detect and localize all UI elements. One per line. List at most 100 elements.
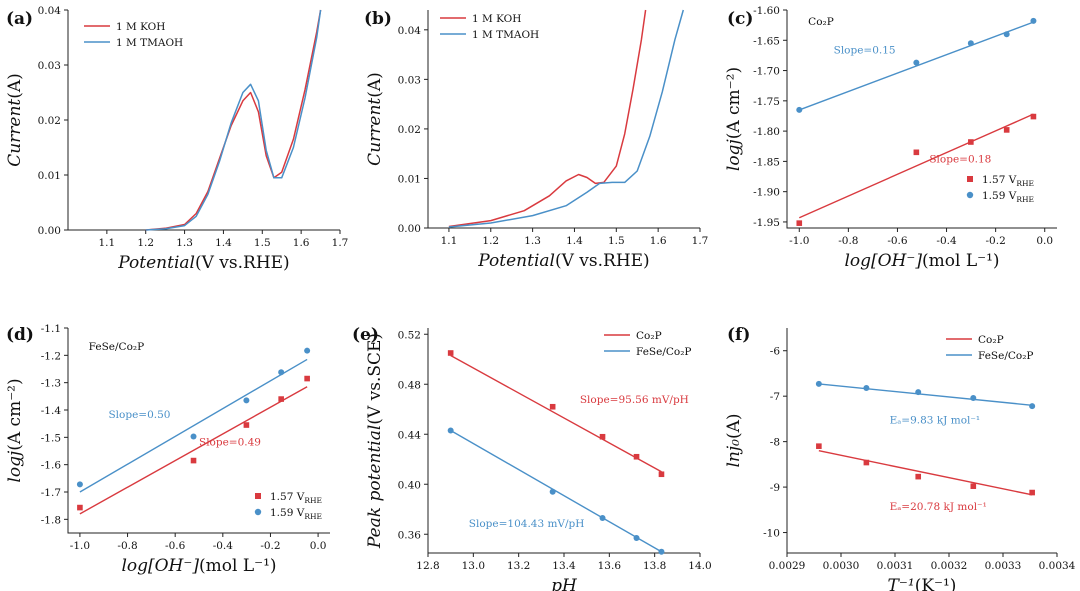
data-point-circle [447,427,454,434]
panel-e: (e) 12.8 13.0 13.2 13.4 13.6 13.8 14.0 0.36 0.40 0… [352,325,712,591]
slope-annotation: Slope=0.15 [834,45,896,57]
y-axis-title-variable: logj [724,139,744,172]
y-tick-label: 0.01 [398,173,421,185]
y-tick-label: 0.40 [398,479,421,491]
legend-swatch-circle [966,191,974,199]
y-tick-label: -1.85 [753,156,780,168]
slope-annotation: Slope=95.56 mV/pH [580,394,689,406]
legend-swatch-square [255,493,261,499]
legend-label: Co₂P [978,334,1004,346]
y-tick-label: -1.3 [41,378,61,390]
x-tick-label: 1.6 [293,237,310,249]
y-tick-label: 0.03 [38,60,61,72]
y-tick-label: -1.75 [753,96,780,108]
fit-line [79,358,308,493]
y-tick-label: -1.7 [41,487,61,499]
panel-b: (b) 1.1 1.2 1.3 1.4 1.5 1.6 1.7 0.00 0.01 0.02 0.03… [364,9,708,271]
y-tick-label: 0.03 [398,74,421,86]
data-point-circle [278,369,285,376]
y-tick-label: -1.95 [753,217,780,229]
legend-label-name: 1 M KOH [472,13,521,25]
slope-annotation: Eₐ=20.78 kJ mol⁻¹ [890,501,987,513]
y-axis-title-variable: logj [5,450,25,483]
slope-annotation: Slope=104.43 mV/pH [469,518,585,530]
y-tick-label: 0.52 [398,329,421,341]
x-axis-title: pH [551,576,578,591]
y-tick-label: -1.65 [753,35,780,47]
y-tick-label: 0.04 [398,25,422,37]
y-tick-label: 0.02 [398,124,421,136]
data-point-circle [190,433,197,440]
series-line [448,9,647,228]
y-tick-label: 0.04 [38,5,62,17]
data-point-square [816,443,822,449]
x-tick-label: 1.5 [608,235,625,247]
data-point-circle [76,481,83,488]
data-point-square [190,457,197,464]
x-axis-title-unit: (V vs.RHE) [555,251,650,271]
x-tick-label: 1.3 [176,237,193,249]
fit-line [818,450,1033,496]
slope-annotation: Eₐ=9.83 kJ mol⁻¹ [890,414,981,426]
y-tick-label: 0.48 [398,379,421,391]
x-axis-title-variable: pH [551,576,578,591]
data-point-square [243,422,250,428]
y-tick-label: -1.1 [41,323,61,335]
legend-label-name: 1.59 V [270,507,305,519]
sample-label: FeSe/Co₂P [89,341,145,353]
y-tick-label: -1.60 [753,5,780,17]
data-point-square [915,473,922,480]
x-tick-label: 0.0034 [1039,560,1076,572]
legend-label-name: 1 M TMAOH [472,29,539,41]
y-axis-title: Peak potential(V vs.SCE) [365,333,385,549]
data-point-circle [599,515,606,521]
data-point-square [77,504,83,511]
legend-label-name: Co₂P [636,330,662,342]
axes-frame [786,10,1057,229]
legend-label: 1.57 VRHE [982,174,1034,188]
x-tick-label: 0.0 [1036,235,1053,247]
x-tick-label: 13.6 [598,560,622,572]
data-point-square [549,403,556,410]
legend-label: 1 M KOH [472,13,521,25]
legend-label-subscript: RHE [1016,195,1034,204]
y-tick-label: -1.4 [41,405,62,417]
panel-label: (f) [727,325,750,345]
panel-label: (b) [364,9,392,29]
y-tick-label: -1.5 [41,432,61,444]
data-point-circle [633,535,640,541]
y-axis-title-unit: (A cm⁻²) [5,378,25,450]
y-axis-title-variable: Current [5,99,25,167]
x-tick-label: -0.4 [213,540,234,552]
y-tick-label: -1.70 [753,66,780,78]
fit-line [799,21,1034,111]
legend-label: 1.59 VRHE [270,507,322,521]
y-tick-label: 0.02 [38,115,61,127]
sample-label: Co₂P [808,16,834,28]
data-point-circle [1030,17,1037,24]
x-tick-label: -1.0 [70,540,90,552]
y-axis-title-unit: (V vs.SCE) [365,333,385,425]
series-line [145,9,322,231]
data-point-square [304,375,310,382]
x-tick-label: 1.7 [332,237,349,249]
data-point-circle [815,380,822,387]
y-axis-title-variable: Current [365,98,385,166]
x-axis-title: T⁻¹(K⁻¹) [888,576,957,591]
panel-c: (c) -1.0 -0.8 -0.6 -0.4 -0.2 0.0 -1.95 -1.90 -1.8… [724,5,1057,271]
data-point-circle [967,40,974,47]
y-axis-title-variable: Peak potential [365,425,385,549]
data-point-square [1030,113,1037,120]
panel-f: (f) 0.0029 0.0030 0.0031 0.0032 0.0033 0.0034 -… [724,325,1076,591]
legend-label: 1.57 VRHE [270,491,322,505]
fit-line [818,383,1033,406]
x-axis-title: Potential(V vs.RHE) [117,253,289,273]
x-tick-label: -0.6 [887,235,908,247]
y-axis-title: logj(A cm⁻²) [5,378,25,482]
legend-label-name: Co₂P [978,334,1004,346]
legend-label: 1 M KOH [116,21,165,33]
y-tick-label: 0.01 [38,170,61,182]
fit-line [79,386,308,515]
x-tick-label: -0.4 [936,235,957,247]
y-axis-title-variable: lnj₀ [724,439,744,468]
